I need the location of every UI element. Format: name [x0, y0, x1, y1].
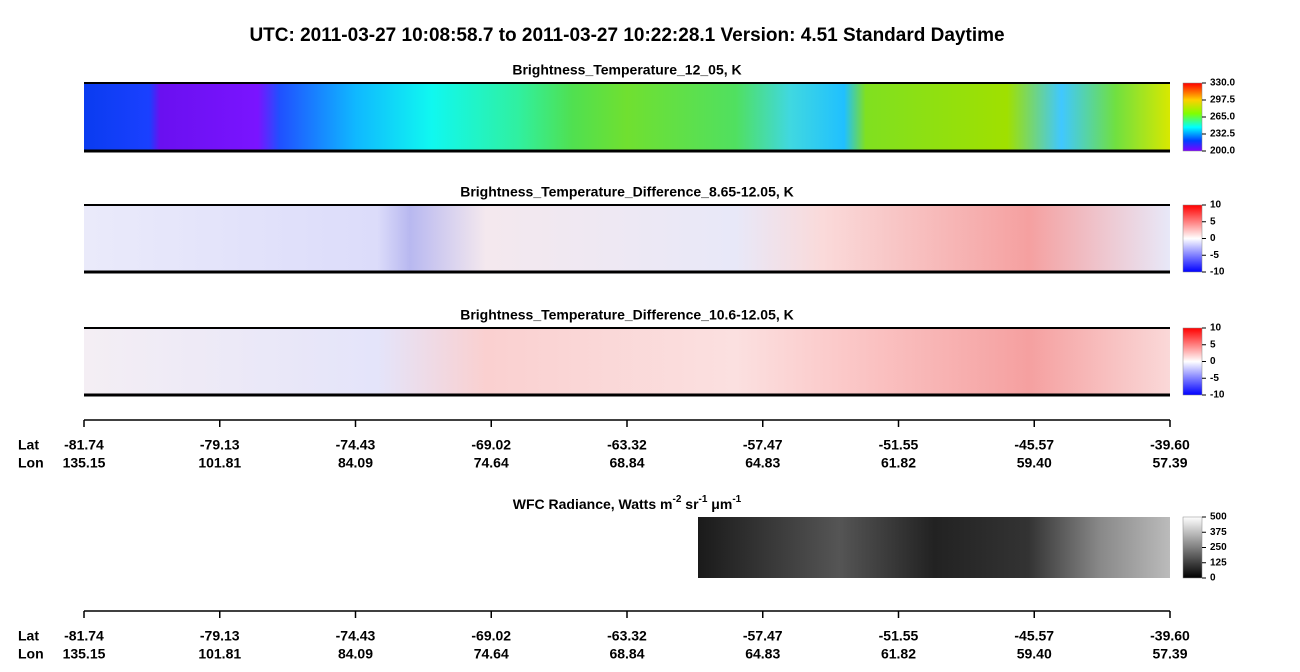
image	[698, 517, 1170, 578]
image	[84, 328, 1170, 395]
lon-label: 84.09	[338, 455, 373, 471]
lat-label: -45.57	[1014, 628, 1054, 644]
colorbar-label: 0	[1210, 233, 1216, 244]
colorbar-label: -5	[1210, 373, 1219, 384]
lon-label: 101.81	[198, 646, 241, 662]
colorbar-label: 5	[1210, 339, 1216, 350]
image	[84, 83, 1170, 151]
colorbar	[1182, 327, 1203, 396]
panel-title: WFC Radiance, Watts m-2 sr-1 μm-1	[513, 494, 742, 512]
panels: Brightness_Temperature_12_05, K 330.0 297.…	[18, 62, 1235, 662]
colorbar-label: -10	[1210, 267, 1225, 278]
lon-label: 68.84	[609, 646, 644, 662]
lat-label: -63.32	[607, 437, 647, 453]
axis-name: Lat	[18, 628, 39, 644]
lat-label: -45.57	[1014, 437, 1054, 453]
lat-label: -79.13	[200, 437, 240, 453]
lat-label: -74.43	[336, 437, 376, 453]
page-title: UTC: 2011-03-27 10:08:58.7 to 2011-03-27…	[249, 25, 1004, 46]
colorbar	[1182, 204, 1203, 273]
lon-label: 135.15	[63, 646, 106, 662]
lon-label: 64.83	[745, 646, 780, 662]
colorbar-label: 0	[1210, 573, 1216, 584]
colorbar-label: 125	[1210, 557, 1227, 568]
image	[84, 205, 1170, 272]
colorbar	[1182, 82, 1203, 152]
lat-label: -51.55	[879, 628, 919, 644]
colorbar-label: 330.0	[1210, 78, 1235, 89]
lon-label: 84.09	[338, 646, 373, 662]
colorbar-label: 500	[1210, 512, 1227, 523]
lat-label: -81.74	[64, 437, 104, 453]
panel-title: Brightness_Temperature_Difference_10.6-1…	[460, 307, 794, 323]
lon-label: 74.64	[474, 455, 509, 471]
lon-label: 64.83	[745, 455, 780, 471]
lat-label: -69.02	[471, 628, 511, 644]
lat-label: -81.74	[64, 628, 104, 644]
colorbar-label: 10	[1210, 323, 1222, 334]
panel-title: Brightness_Temperature_Difference_8.65-1…	[460, 184, 794, 200]
axis-name: Lon	[18, 646, 44, 662]
colorbar-label: 265.0	[1210, 112, 1235, 123]
lat-label: -39.60	[1150, 437, 1190, 453]
superscript: -2	[672, 494, 681, 505]
lat-label: -57.47	[743, 628, 783, 644]
lon-label: 59.40	[1017, 455, 1052, 471]
axis-name: Lon	[18, 455, 44, 471]
colorbar-label: 297.5	[1210, 95, 1235, 106]
title-part: WFC Radiance, Watts m	[513, 496, 673, 512]
colorbar-label: 375	[1210, 527, 1227, 538]
lat-label: -74.43	[336, 628, 376, 644]
title-part: sr	[681, 496, 699, 512]
colorbar	[1182, 516, 1203, 579]
axis-name: Lat	[18, 437, 39, 453]
colorbar-label: 232.5	[1210, 129, 1235, 140]
lat-label: -79.13	[200, 628, 240, 644]
colorbar-label: -10	[1210, 390, 1225, 401]
colorbar-label: -5	[1210, 250, 1219, 261]
lon-label: 59.40	[1017, 646, 1052, 662]
lon-label: 61.82	[881, 646, 916, 662]
lat-label: -69.02	[471, 437, 511, 453]
lon-label: 57.39	[1152, 455, 1187, 471]
superscript: -1	[732, 494, 741, 505]
colorbar-label: 5	[1210, 216, 1216, 227]
lon-label: 74.64	[474, 646, 509, 662]
colorbar-label: 10	[1210, 200, 1222, 211]
lon-label: 57.39	[1152, 646, 1187, 662]
lat-label: -39.60	[1150, 628, 1190, 644]
lat-label: -57.47	[743, 437, 783, 453]
superscript: -1	[699, 494, 708, 505]
lat-label: -51.55	[879, 437, 919, 453]
colorbar-label: 200.0	[1210, 146, 1235, 157]
lon-label: 101.81	[198, 455, 241, 471]
lon-label: 61.82	[881, 455, 916, 471]
lat-label: -63.32	[607, 628, 647, 644]
colorbar-label: 250	[1210, 542, 1227, 553]
lon-label: 68.84	[609, 455, 644, 471]
panel-title: Brightness_Temperature_12_05, K	[512, 62, 741, 78]
lon-label: 135.15	[63, 455, 106, 471]
colorbar-label: 0	[1210, 356, 1216, 367]
title-part: μm	[707, 496, 732, 512]
